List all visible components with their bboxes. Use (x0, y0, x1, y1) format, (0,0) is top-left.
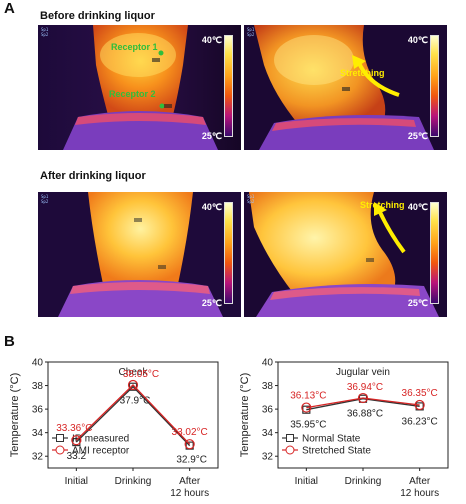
data-label: 36.35°C (402, 388, 438, 399)
hud-readout: Sp1 Sp2 (41, 27, 49, 37)
data-label: 33.36°C (56, 423, 92, 434)
series-line-black (75, 385, 191, 447)
hud-readout: Sp1 Sp2 (41, 194, 49, 204)
legend-label: Stretched State (302, 446, 371, 457)
y-tick-label: 40 (32, 358, 44, 369)
receptor-2-label: Receptor 2 (109, 89, 156, 99)
series-line-red (75, 384, 191, 445)
data-point-circle (127, 379, 139, 391)
colorbar-min-label: 25℃ (407, 298, 428, 308)
y-tick-label: 38 (32, 381, 44, 392)
data-point-circle (71, 435, 82, 446)
receptor-1-label: Receptor 1 (111, 42, 158, 52)
data-point-square (128, 382, 138, 391)
data-label: 36.94°C (347, 382, 383, 393)
colorbar-min-label: 25℃ (201, 298, 222, 308)
stretching-label: Stretching (340, 68, 385, 78)
data-label: 33.2 (67, 451, 87, 462)
colorbar-max-label: 40℃ (407, 202, 428, 212)
y-axis-label: Temperature (°C) (9, 373, 21, 457)
chart-jugular-vein: Jugular vein 32 34 36 38 40 Temperature (°C) In… (232, 340, 466, 500)
y-tick-label: 38 (262, 381, 274, 392)
colorbar-min-label: 25℃ (407, 131, 428, 141)
data-label: 33.02°C (172, 427, 208, 438)
y-tick-label: 36 (32, 405, 44, 416)
colorbar-max-label: 40℃ (201, 35, 222, 45)
panel-b-letter: B (4, 333, 15, 350)
hud-readout: Sp1 Sp2 (247, 27, 255, 37)
data-label: 36.88°C (347, 409, 383, 420)
chart-cheek: Cheek 32 34 36 38 40 Temperature (°C) Initial Dr… (0, 340, 235, 500)
legend-marker-square (56, 434, 64, 442)
legend-marker-circle (55, 445, 65, 455)
y-tick-label: 34 (32, 428, 44, 439)
data-label: 36.23°C (402, 416, 438, 427)
data-point-square (72, 437, 81, 447)
legend-label: AMI receptor (72, 446, 130, 457)
colorbar (430, 202, 439, 304)
colorbar-max-label: 40℃ (407, 35, 428, 45)
x-tick-label: Initial (65, 476, 88, 487)
legend-marker-circle (285, 445, 295, 455)
y-tick-label: 32 (262, 452, 274, 463)
series-line-red (306, 397, 420, 409)
x-tick-label: After (179, 476, 201, 487)
data-label: 38.05°C (123, 369, 159, 380)
colorbar (224, 35, 233, 137)
legend-label: Normal State (302, 434, 361, 445)
data-point-circle (184, 439, 195, 450)
stretching-label: Stretching (360, 200, 405, 210)
legend-label: IR measured (72, 434, 129, 445)
thermal-image-after-front: Sp1 Sp2 40℃ 25℃ (38, 192, 241, 317)
row-title-before: Before drinking liquor (40, 10, 155, 22)
colorbar-max-label: 40℃ (201, 202, 222, 212)
thermal-image-after-stretched: Sp1 Sp2 Stretching 40℃ 25℃ (244, 192, 447, 317)
data-point-circle (301, 402, 312, 413)
y-tick-label: 36 (262, 405, 274, 416)
data-label: 36.13°C (290, 391, 326, 402)
hud-readout: Sp1 Sp2 (247, 194, 255, 204)
data-point-circle (357, 392, 369, 404)
row-title-after: After drinking liquor (40, 170, 146, 182)
x-tick-label: 12 hours (170, 488, 209, 499)
colorbar-min-label: 25℃ (201, 131, 222, 141)
chart-title: Cheek (119, 367, 149, 378)
colorbar (224, 202, 233, 304)
y-tick-label: 32 (32, 452, 44, 463)
chart-title: Jugular vein (336, 367, 390, 378)
data-label: 35.95°C (290, 420, 326, 431)
y-axis-label: Temperature (°C) (239, 373, 251, 457)
x-tick-label: After (409, 476, 431, 487)
x-tick-label: 12 hours (400, 488, 439, 499)
x-tick-label: Initial (295, 476, 318, 487)
thermal-image-before-stretched: Sp1 Sp2 Stretching 40℃ 25℃ (244, 25, 447, 150)
legend-marker-square (286, 434, 294, 442)
data-point-circle (414, 399, 425, 411)
y-tick-label: 34 (262, 428, 274, 439)
series-line-black (306, 398, 420, 411)
thermal-image-before-front: Sp1 Sp2 Receptor 1 Receptor 2 40℃ 25℃ (38, 25, 241, 150)
data-label: 37.9°C (120, 396, 151, 407)
x-tick-label: Drinking (115, 476, 152, 487)
panel-a-letter: A (4, 0, 15, 17)
data-label: 32.9°C (176, 455, 207, 466)
colorbar (430, 35, 439, 137)
y-tick-label: 40 (262, 358, 274, 369)
x-tick-label: Drinking (345, 476, 382, 487)
